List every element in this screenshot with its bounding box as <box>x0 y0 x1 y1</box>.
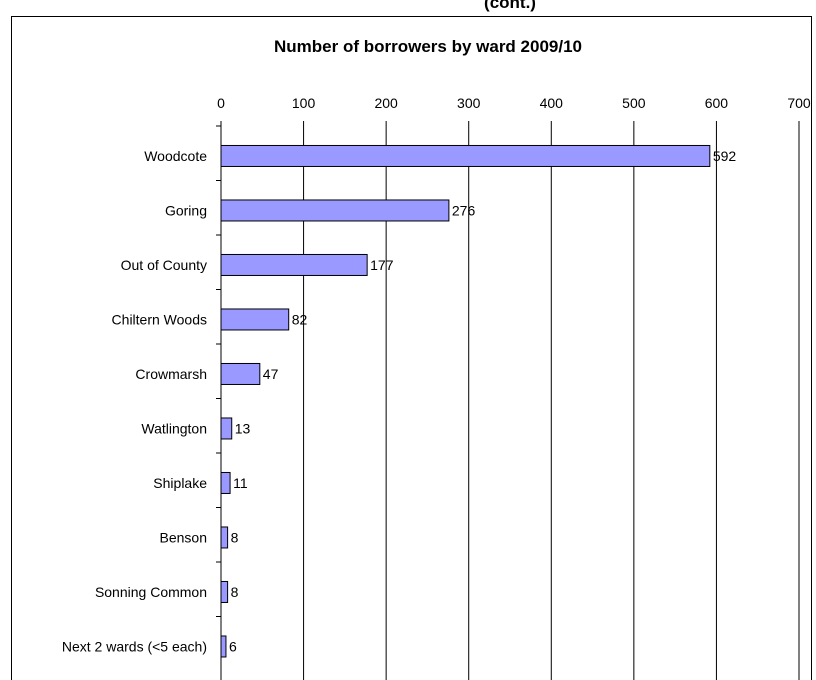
data-label: 592 <box>713 148 737 164</box>
x-tick-label-0: 0 <box>217 95 225 111</box>
category-label: Crowmarsh <box>135 366 207 382</box>
category-label: Shiplake <box>153 475 207 491</box>
data-label: 177 <box>370 257 394 273</box>
bar-woodcote <box>220 144 711 167</box>
x-tick-label-400: 400 <box>540 95 564 111</box>
chart-frame <box>11 16 812 680</box>
data-label: 8 <box>231 529 239 545</box>
category-axis: Woodcote Goring Out of County Chiltern Wood… <box>62 125 221 654</box>
bar-sonning-common <box>220 580 229 603</box>
page-header-fragment: (cont.) <box>484 0 536 12</box>
x-tick-label-600: 600 <box>705 95 729 111</box>
bar-benson <box>220 526 229 549</box>
bar-next-2-wards-5-each <box>220 635 227 658</box>
category-label: Chiltern Woods <box>112 311 207 327</box>
x-axis: 0 100 200 300 400 500 600 700 <box>217 95 811 680</box>
bar-crowmarsh <box>220 362 261 385</box>
data-label: 276 <box>452 202 476 218</box>
data-label: 6 <box>229 638 237 654</box>
data-label: 13 <box>235 420 251 436</box>
bar-watlington <box>220 417 233 440</box>
x-tick-label-500: 500 <box>622 95 646 111</box>
chart-title: Number of borrowers by ward 2009/10 <box>274 37 582 56</box>
data-label: 11 <box>233 475 248 491</box>
bar-chiltern-woods <box>220 308 290 331</box>
category-label: Sonning Common <box>95 584 207 600</box>
data-label: 82 <box>292 311 308 327</box>
x-tick-label-100: 100 <box>292 95 316 111</box>
x-tick-label-200: 200 <box>374 95 398 111</box>
category-label: Out of County <box>121 257 207 273</box>
data-label: 8 <box>231 584 239 600</box>
data-label: 47 <box>263 366 279 382</box>
x-tick-label-700: 700 <box>787 95 811 111</box>
x-tick-label-300: 300 <box>457 95 481 111</box>
bar-goring <box>220 199 450 222</box>
bars <box>220 144 711 658</box>
category-label: Woodcote <box>144 148 207 164</box>
category-label: Watlington <box>141 420 207 436</box>
bar-shiplake <box>220 471 231 494</box>
category-label: Benson <box>160 529 207 545</box>
category-label: Next 2 wards (<5 each) <box>62 638 207 654</box>
bar-out-of-county <box>220 253 368 276</box>
data-labels: 592 276 177 82 47 13 11 8 8 6 <box>229 148 736 654</box>
category-label: Goring <box>165 202 207 218</box>
